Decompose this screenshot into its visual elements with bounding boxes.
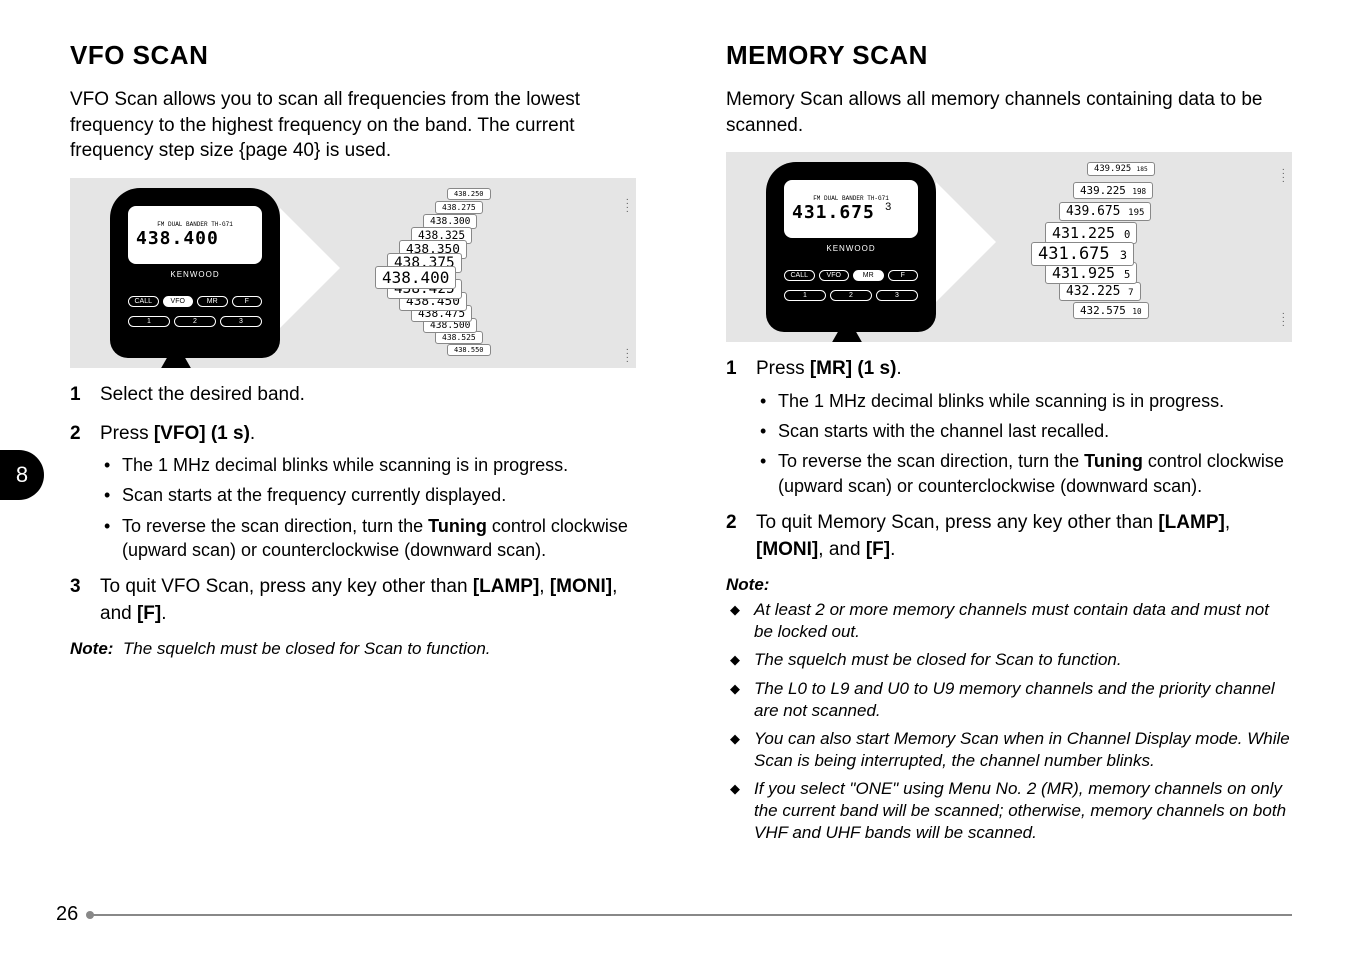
- step-sub-item: To reverse the scan direction, turn the …: [100, 514, 636, 563]
- radio-button-mr: MR: [197, 296, 228, 307]
- vfo-note: Note: The squelch must be closed for Sca…: [70, 639, 636, 659]
- page-number: 26: [56, 903, 78, 926]
- footer-rule: [90, 914, 1292, 916]
- step-item: Select the desired band.: [70, 382, 636, 409]
- step-sub-item: Scan starts with the channel last recall…: [756, 419, 1292, 443]
- radio-key-1: 1: [784, 290, 826, 301]
- right-column: MEMORY SCAN Memory Scan allows all memor…: [696, 40, 1292, 850]
- radio-button-mr: MR: [853, 270, 884, 281]
- radio-button-f: F: [888, 270, 919, 281]
- step-sub-item: The 1 MHz decimal blinks while scanning …: [756, 389, 1292, 413]
- radio-model: FM DUAL BANDER TH-G71: [813, 195, 889, 202]
- left-column: VFO SCAN VFO Scan allows you to scan all…: [40, 40, 636, 850]
- memory-scan-heading: MEMORY SCAN: [726, 40, 1292, 71]
- arrow-icon: [280, 208, 340, 328]
- radio-button-call: CALL: [784, 270, 815, 281]
- memory-note-label: Note:: [726, 575, 1292, 595]
- stack-freq: 431.225 0: [1045, 222, 1137, 244]
- note-item: The L0 to L9 and U0 to U9 memory channel…: [726, 678, 1292, 722]
- stack-freq: 438.400: [375, 266, 456, 289]
- vfo-scan-intro: VFO Scan allows you to scan all frequenc…: [70, 87, 636, 164]
- stack-freq: 438.250: [447, 188, 491, 200]
- selector-triangle: [160, 342, 192, 368]
- page-footer: 26: [56, 903, 1292, 926]
- radio-key-3: 3: [876, 290, 918, 301]
- note-item: At least 2 or more memory channels must …: [726, 599, 1292, 643]
- note-item: The squelch must be closed for Scan to f…: [726, 649, 1292, 671]
- step-item: Press [MR] (1 s).The 1 MHz decimal blink…: [726, 356, 1292, 498]
- memory-steps: Press [MR] (1 s).The 1 MHz decimal blink…: [726, 356, 1292, 563]
- stack-freq: 438.275: [435, 201, 483, 214]
- radio-model: FM DUAL BANDER TH-G71: [157, 221, 233, 228]
- radio-brand: KENWOOD: [826, 244, 875, 253]
- vfo-scan-diagram: FM DUAL BANDER TH-G71 438.400 KENWOOD CA…: [70, 178, 636, 368]
- step-sub-item: Scan starts at the frequency currently d…: [100, 483, 636, 507]
- radio-freq: 438.400: [136, 228, 219, 249]
- note-item: If you select "ONE" using Menu No. 2 (MR…: [726, 778, 1292, 844]
- stack-freq: 439.925 185: [1087, 162, 1155, 176]
- memory-notes: At least 2 or more memory channels must …: [726, 599, 1292, 844]
- selector-triangle: [831, 316, 863, 342]
- stack-freq: 438.550: [447, 344, 491, 356]
- memory-scan-diagram: FM DUAL BANDER TH-G71 431.675 3 KENWOOD …: [726, 152, 1292, 342]
- stack-freq: 439.225 198: [1073, 182, 1153, 199]
- step-sub-item: The 1 MHz decimal blinks while scanning …: [100, 453, 636, 477]
- vfo-steps: Select the desired band. Press [VFO] (1 s…: [70, 382, 636, 628]
- radio-freq: 431.675: [792, 202, 875, 223]
- radio-button-call: CALL: [128, 296, 159, 307]
- radio-channel: 3: [885, 202, 892, 214]
- radio-key-2: 2: [830, 290, 872, 301]
- radio-button-f: F: [232, 296, 263, 307]
- chapter-tab: 8: [0, 450, 44, 500]
- radio-button-vfo: VFO: [163, 296, 194, 307]
- radio-key-2: 2: [174, 316, 216, 327]
- stack-freq: 432.575 10: [1073, 302, 1149, 319]
- step-item: Press [VFO] (1 s).The 1 MHz decimal blin…: [70, 421, 636, 563]
- note-item: You can also start Memory Scan when in C…: [726, 728, 1292, 772]
- step-item: To quit VFO Scan, press any key other th…: [70, 574, 636, 627]
- stack-freq: 431.675 3: [1031, 242, 1134, 266]
- radio-key-3: 3: [220, 316, 262, 327]
- stack-freq: 439.675 195: [1059, 202, 1151, 221]
- radio-brand: KENWOOD: [170, 270, 219, 279]
- stack-freq: 432.225 7: [1059, 282, 1141, 301]
- arrow-icon: [936, 182, 996, 302]
- step-sub-item: To reverse the scan direction, turn the …: [756, 449, 1292, 498]
- step-item: To quit Memory Scan, press any key other…: [726, 510, 1292, 563]
- memory-scan-intro: Memory Scan allows all memory channels c…: [726, 87, 1292, 138]
- radio-button-vfo: VFO: [819, 270, 850, 281]
- vfo-scan-heading: VFO SCAN: [70, 40, 636, 71]
- radio-key-1: 1: [128, 316, 170, 327]
